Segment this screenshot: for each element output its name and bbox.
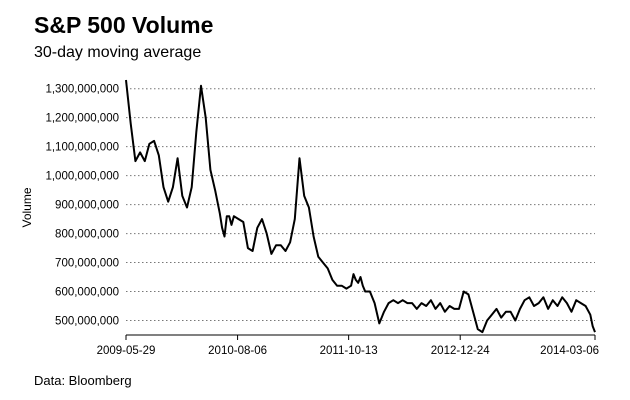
data-source: Data: Bloomberg — [34, 373, 132, 388]
y-tick-label: 600,000,000 — [55, 287, 119, 299]
series-line — [125, 79, 596, 334]
y-axis-ticks: 500,000,000 600,000,000 700,000,000 800,000… — [45, 84, 119, 328]
x-tick-label: 2009-05-29 — [97, 345, 156, 357]
y-tick-label: 1,200,000,000 — [45, 113, 119, 125]
x-tick-label: 2014-03-06 — [540, 345, 599, 357]
y-tick-label: 500,000,000 — [55, 316, 119, 328]
y-tick-label: 800,000,000 — [55, 229, 119, 241]
y-tick-label: 1,100,000,000 — [45, 142, 119, 154]
y-tick-label: 1,000,000,000 — [45, 171, 119, 183]
series — [125, 79, 596, 334]
x-axis-ticks: 2009-05-29 2010-08-06 2011-10-13 2012-12-24… — [97, 335, 599, 357]
y-tick-label: 700,000,000 — [55, 258, 119, 270]
x-tick-label: 2010-08-06 — [208, 345, 267, 357]
y-axis-label: Volume — [20, 187, 34, 227]
y-tick-label: 1,300,000,000 — [45, 84, 119, 96]
x-tick-label: 2011-10-13 — [320, 345, 378, 357]
chart-title: S&P 500 Volume — [34, 12, 214, 38]
y-tick-label: 900,000,000 — [55, 200, 119, 212]
chart-subtitle: 30-day moving average — [34, 44, 202, 61]
x-tick-label: 2012-12-24 — [431, 345, 490, 357]
